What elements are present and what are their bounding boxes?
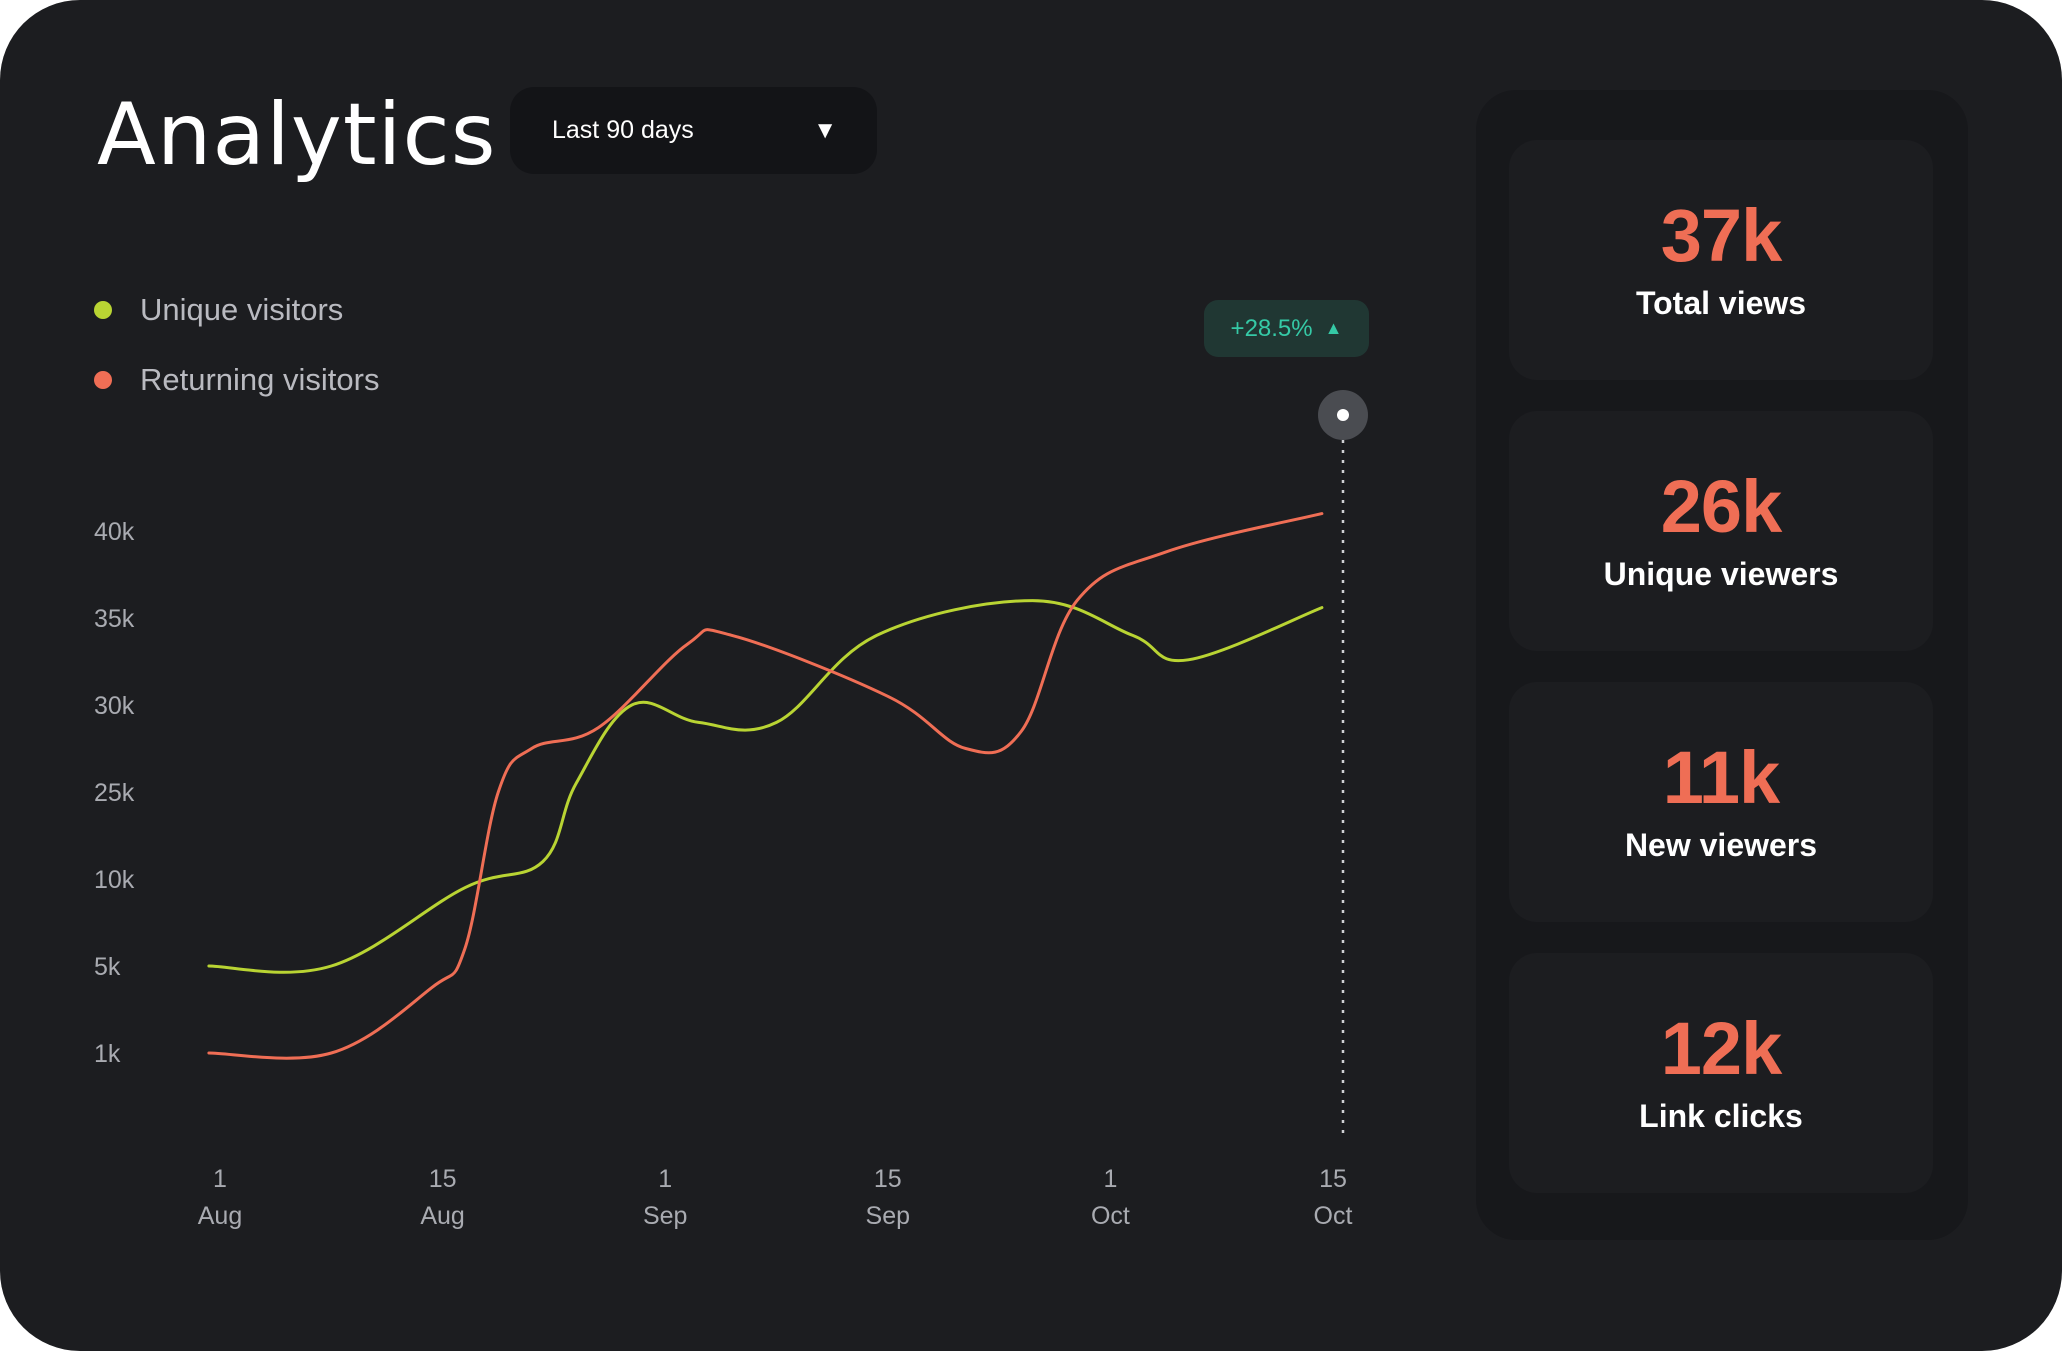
y-tick-label: 40k: [94, 518, 135, 546]
growth-badge: +28.5% ▲: [1204, 300, 1369, 357]
x-tick-label: Sep: [866, 1202, 910, 1230]
stat-label: New viewers: [1624, 826, 1818, 863]
x-tick-label: 15: [429, 1165, 457, 1193]
series-line-unique-visitors: [207, 599, 1324, 974]
legend-item-returning: Returning visitors: [94, 360, 379, 400]
y-tick-label: 25k: [94, 779, 135, 807]
date-range-dropdown[interactable]: Last 90 days ▼: [510, 87, 877, 174]
x-tick-label: 1: [658, 1165, 672, 1193]
legend-item-unique: Unique visitors: [94, 290, 379, 330]
stat-card-new-viewers: 11k New viewers: [1509, 682, 1933, 922]
y-tick-label: 35k: [94, 605, 135, 633]
y-tick-label: 5k: [94, 953, 121, 981]
triangle-up-icon: ▲: [1324, 318, 1343, 338]
stat-value: 12k: [1660, 1006, 1782, 1090]
stat-value: 37k: [1660, 193, 1782, 277]
line-chart: 40k 35k 30k 25k 10k 5k 1k 1 Aug 15 Aug 1 Sep 15 Sep 1 O…: [94, 390, 1368, 1230]
date-range-label: Last 90 days: [552, 116, 694, 144]
caret-down-icon: ▼: [813, 116, 837, 144]
x-tick-label: Oct: [1091, 1202, 1130, 1230]
growth-value: +28.5%: [1230, 314, 1313, 342]
stat-label: Link clicks: [1639, 1097, 1803, 1134]
legend-label: Returning visitors: [140, 362, 380, 397]
y-tick-label: 1k: [94, 1040, 121, 1068]
legend-label: Unique visitors: [140, 292, 344, 327]
chart-legend: Unique visitors Returning visitors: [94, 290, 379, 430]
x-tick-label: Oct: [1314, 1202, 1353, 1230]
x-axis: 1 Aug 15 Aug 1 Sep 15 Sep 1 Oct 15 Oct: [198, 1165, 1353, 1230]
stat-label: Total views: [1635, 284, 1807, 321]
scrub-handle-dot: [1337, 409, 1349, 421]
y-axis: 40k 35k 30k 25k 10k 5k 1k: [94, 518, 135, 1068]
stat-value: 26k: [1660, 464, 1782, 548]
x-tick-label: 1: [213, 1165, 227, 1193]
x-tick-label: 15: [1319, 1165, 1347, 1193]
stat-card-total-views: 37k Total views: [1509, 140, 1933, 380]
x-tick-label: Aug: [420, 1202, 464, 1230]
stat-card-link-clicks: 12k Link clicks: [1509, 953, 1933, 1193]
series-lines: [207, 512, 1324, 1060]
legend-dot-icon: [94, 301, 112, 319]
x-tick-label: Sep: [643, 1202, 687, 1230]
series-line-returning-visitors: [207, 512, 1324, 1060]
legend-dot-icon: [94, 371, 112, 389]
x-tick-label: Aug: [198, 1202, 242, 1230]
y-tick-label: 30k: [94, 692, 135, 720]
y-tick-label: 10k: [94, 866, 135, 894]
stat-value: 11k: [1662, 735, 1780, 819]
stat-card-unique-viewers: 26k Unique viewers: [1509, 411, 1933, 651]
x-tick-label: 15: [874, 1165, 902, 1193]
page-title: Analytics: [97, 85, 497, 185]
stat-label: Unique viewers: [1603, 555, 1839, 592]
x-tick-label: 1: [1103, 1165, 1117, 1193]
